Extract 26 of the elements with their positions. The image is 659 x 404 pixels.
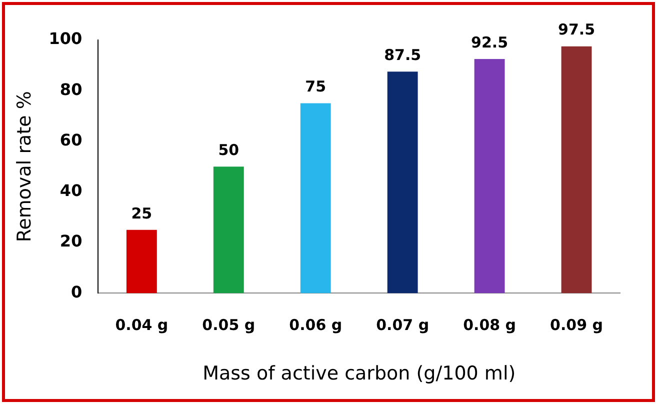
bar — [474, 58, 505, 294]
y-tick-label: 60 — [60, 130, 82, 150]
bar — [126, 230, 157, 294]
x-tick-label: 0.06 g — [289, 316, 342, 334]
data-label: 87.5 — [384, 46, 422, 64]
x-tick-label: 0.08 g — [463, 316, 516, 334]
bar — [561, 46, 592, 294]
y-tick-label: 80 — [60, 80, 82, 99]
y-tick-label: 20 — [60, 232, 82, 251]
data-label: 92.5 — [471, 33, 508, 52]
x-axis-title: Mass of active carbon (g/100 ml) — [202, 362, 516, 385]
y-tick-label: 40 — [60, 181, 82, 200]
y-axis-title: Removal rate % — [13, 91, 36, 242]
x-tick-label: 0.09 g — [550, 316, 603, 334]
y-tick-label: 100 — [48, 29, 82, 48]
data-label: 75 — [305, 78, 326, 96]
x-tick-label: 0.05 g — [202, 316, 256, 334]
bar — [387, 72, 418, 294]
data-label: 97.5 — [558, 20, 596, 39]
x-tick-label: 0.04 g — [115, 316, 168, 334]
x-tick-label: 0.07 g — [376, 316, 430, 334]
data-label: 50 — [218, 140, 240, 159]
y-tick-label: 0 — [71, 282, 82, 302]
bar — [300, 103, 331, 294]
bar — [213, 166, 244, 294]
data-label: 25 — [131, 204, 152, 222]
